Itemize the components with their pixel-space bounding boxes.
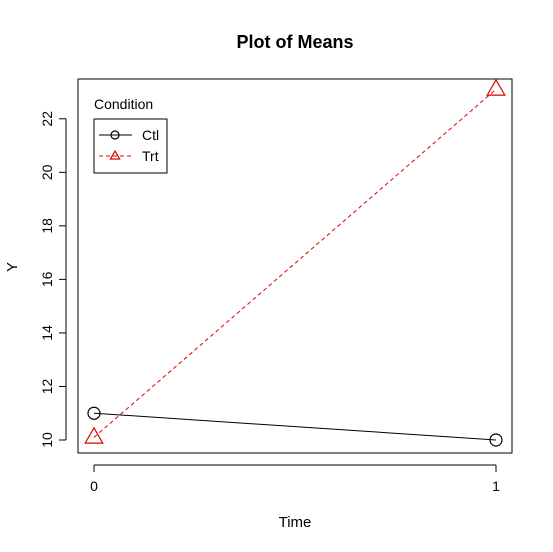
plot-frame <box>77 78 513 454</box>
y-tick-label: 10 <box>39 432 55 448</box>
y-tick-label: 18 <box>39 218 55 234</box>
x-tick-label: 0 <box>90 478 98 494</box>
legend-marker-trt <box>109 149 121 160</box>
y-tick-label: 20 <box>39 164 55 180</box>
series-line-ctl <box>93 412 497 441</box>
series-line-trt <box>93 88 497 438</box>
data-point-ctl <box>489 433 503 447</box>
series-layer <box>84 78 506 447</box>
legend-title: Condition <box>94 96 153 112</box>
legend-marker-ctl <box>110 130 120 140</box>
x-axis-label: Time <box>279 514 312 531</box>
data-point-trt <box>84 426 104 444</box>
y-tick-label: 14 <box>39 325 55 341</box>
axes: 0 1 10 12 14 16 18 20 22 <box>39 111 500 494</box>
legend: Condition Ctl Trt <box>93 96 168 174</box>
y-tick-label: 16 <box>39 271 55 287</box>
x-tick-label: 1 <box>492 478 500 494</box>
y-tick-label: 12 <box>39 378 55 394</box>
legend-box <box>93 118 168 174</box>
chart-title: Plot of Means <box>236 32 353 52</box>
data-point-ctl <box>87 406 101 420</box>
legend-label-ctl: Ctl <box>142 127 159 143</box>
y-axis-label: Y <box>4 262 21 272</box>
data-point-trt <box>486 78 506 96</box>
y-tick-label: 22 <box>39 111 55 127</box>
legend-label-trt: Trt <box>142 148 159 164</box>
